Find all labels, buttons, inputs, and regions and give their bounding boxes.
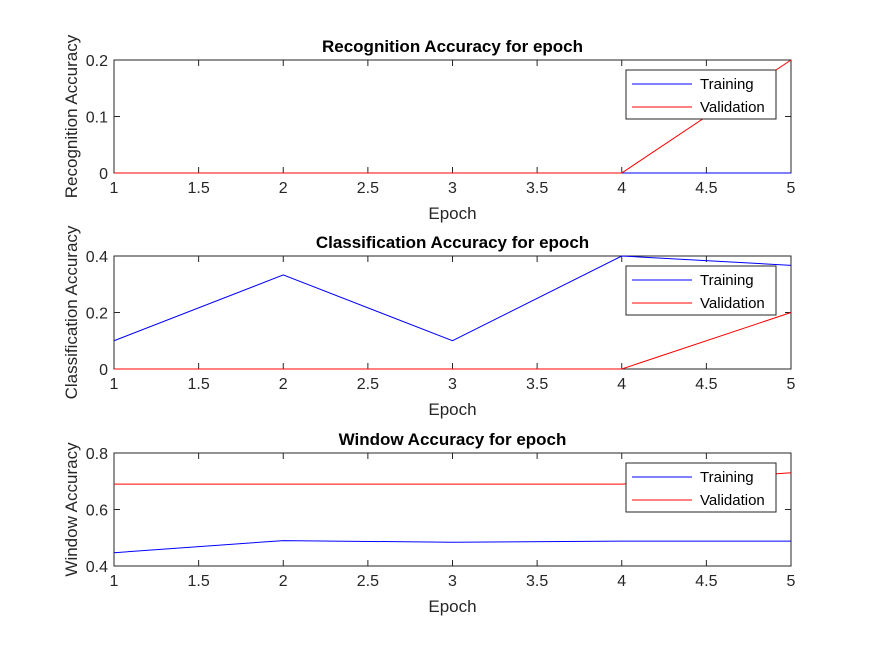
x-tick-label: 4.5 bbox=[695, 376, 717, 393]
chart-title: Classification Accuracy for epoch bbox=[316, 233, 589, 252]
y-axis-label: Classification Accuracy bbox=[62, 225, 81, 399]
x-tick-label: 1 bbox=[110, 180, 119, 197]
x-tick-label: 3.5 bbox=[526, 376, 548, 393]
x-tick-label: 4 bbox=[617, 180, 626, 197]
y-tick-label: 0.2 bbox=[86, 53, 108, 70]
x-tick-label: 3 bbox=[448, 376, 457, 393]
legend-box bbox=[625, 462, 777, 513]
legend: Training Validation bbox=[625, 265, 777, 316]
y-tick-label: 0.2 bbox=[86, 306, 108, 323]
x-tick-label: 3 bbox=[448, 573, 457, 590]
legend-label-validation: Validation bbox=[700, 295, 765, 312]
series-line-training bbox=[113, 255, 792, 342]
x-tick-label: 4 bbox=[617, 376, 626, 393]
x-tick-label: 1.5 bbox=[188, 573, 210, 590]
subplot-1: 1 1.5 2 2.5 3 3.5 4 4.5 5 0 0.1 0.2 Recognition Accu… bbox=[62, 34, 796, 223]
y-tick-label: 0.6 bbox=[86, 503, 108, 520]
x-tick-label: 3 bbox=[448, 180, 457, 197]
series-line-validation bbox=[114, 312, 792, 370]
chart-title: Recognition Accuracy for epoch bbox=[322, 37, 583, 56]
series-line-validation bbox=[114, 59, 792, 174]
subplot-3: 1 1.5 2 2.5 3 3.5 4 4.5 5 0.4 0.6 0.8 Window Accurac… bbox=[62, 430, 796, 616]
legend-label-training: Training bbox=[700, 272, 754, 289]
legend-box bbox=[625, 69, 777, 120]
x-tick-label: 2 bbox=[279, 573, 288, 590]
x-tick-label: 1 bbox=[110, 376, 119, 393]
legend-label-validation: Validation bbox=[700, 492, 765, 509]
x-tick-label: 1.5 bbox=[188, 376, 210, 393]
y-tick-label: 0 bbox=[99, 362, 108, 379]
x-axis-label: Epoch bbox=[428, 597, 476, 616]
y-tick-label: 0.4 bbox=[86, 249, 108, 266]
x-tick-label: 4.5 bbox=[695, 573, 717, 590]
y-tick-label: 0.4 bbox=[86, 559, 108, 576]
series-line-training bbox=[113, 540, 791, 554]
x-tick-label: 5 bbox=[787, 573, 796, 590]
chart-title: Window Accuracy for epoch bbox=[339, 430, 567, 449]
x-tick-label: 1.5 bbox=[188, 180, 210, 197]
legend-box bbox=[625, 265, 777, 316]
legend-label-training: Training bbox=[700, 76, 754, 93]
legend: Training Validation bbox=[625, 462, 777, 513]
x-tick-label: 4.5 bbox=[695, 180, 717, 197]
x-axis-label: Epoch bbox=[428, 204, 476, 223]
legend-label-validation: Validation bbox=[700, 99, 765, 116]
x-tick-label: 2.5 bbox=[357, 376, 379, 393]
y-axis-label: Recognition Accuracy bbox=[62, 34, 81, 198]
x-tick-label: 2 bbox=[279, 376, 288, 393]
subplots: 1 1.5 2 2.5 3 3.5 4 4.5 5 0 0.1 0.2 Recognition Accu… bbox=[62, 34, 796, 616]
x-tick-label: 5 bbox=[787, 376, 796, 393]
subplot-2: 1 1.5 2 2.5 3 3.5 4 4.5 5 0 0.2 0.4 Classification A… bbox=[62, 225, 796, 419]
x-tick-label: 2.5 bbox=[357, 573, 379, 590]
y-tick-label: 0 bbox=[99, 166, 108, 183]
x-tick-label: 3.5 bbox=[526, 180, 548, 197]
x-tick-label: 2.5 bbox=[357, 180, 379, 197]
x-tick-label: 4 bbox=[617, 573, 626, 590]
y-tick-label: 0.1 bbox=[86, 110, 108, 127]
x-axis-label: Epoch bbox=[428, 400, 476, 419]
x-tick-label: 3.5 bbox=[526, 573, 548, 590]
legend-label-training: Training bbox=[700, 469, 754, 486]
y-tick-label: 0.8 bbox=[86, 446, 108, 463]
y-axis-label: Window Accuracy bbox=[62, 442, 81, 577]
x-tick-label: 5 bbox=[787, 180, 796, 197]
x-tick-label: 2 bbox=[279, 180, 288, 197]
x-tick-label: 1 bbox=[110, 573, 119, 590]
legend: Training Validation bbox=[625, 69, 777, 120]
